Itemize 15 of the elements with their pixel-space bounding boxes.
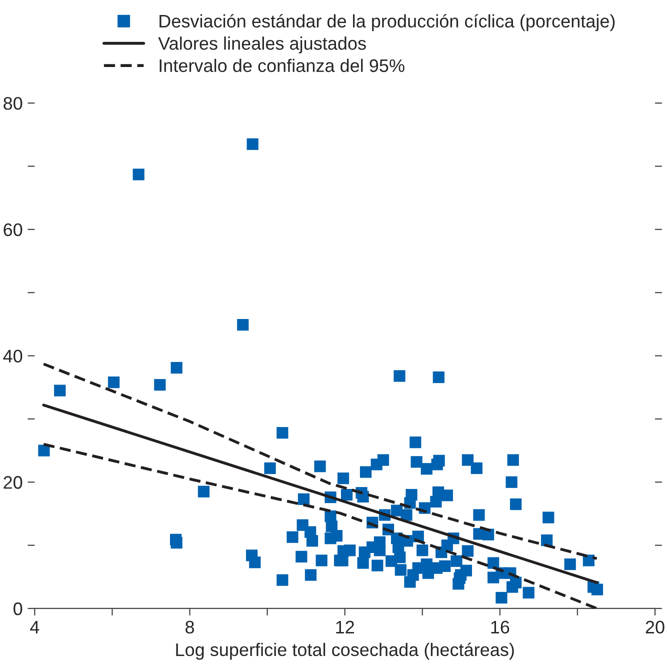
legend-label: Intervalo de confianza del 95% <box>160 58 404 72</box>
x-tick-label: 16 <box>491 620 510 634</box>
line-series <box>42 362 598 560</box>
x-tick-label: 20 <box>646 620 664 634</box>
y-tick-label: 20 <box>4 476 22 489</box>
x-axis-title: Log superficie total cosechada (hectáreas) <box>176 642 514 660</box>
y-tick-label: 60 <box>4 223 22 236</box>
x-tick-label: 4 <box>30 620 40 634</box>
y-tick-label: 0 <box>14 602 22 616</box>
x-tick-label: 8 <box>186 620 194 634</box>
y-tick-label: 40 <box>3 350 22 362</box>
legend-label: Valores lineales ajustados <box>158 36 366 54</box>
legend-label: Desviación estándar de la producción cíclica (porcentaje) <box>160 14 615 32</box>
y-tick-label: 80 <box>4 97 22 110</box>
x-tick-label: 12 <box>336 620 354 634</box>
